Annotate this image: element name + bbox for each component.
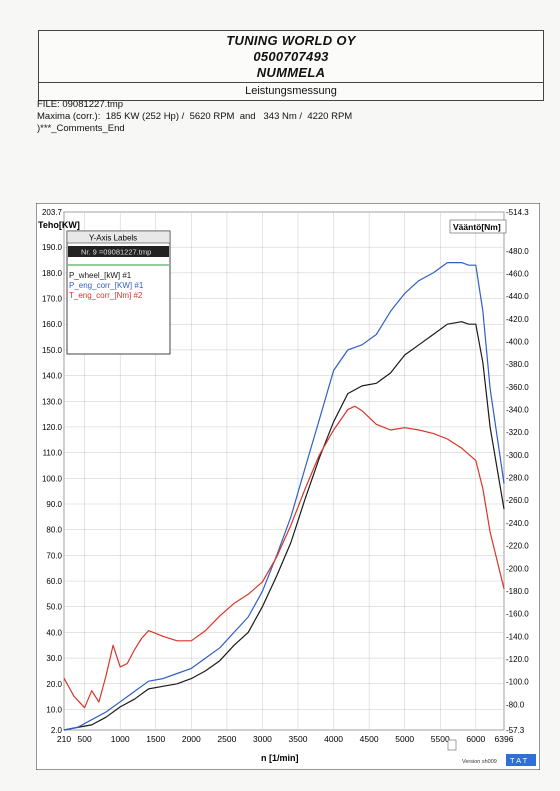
x-tick-label: 4000 <box>324 734 343 744</box>
y-tick-label: 180.0 <box>42 269 63 278</box>
y2-tick-label: -260.0 <box>506 496 529 505</box>
y2-tick-label: -240.0 <box>506 519 529 528</box>
y2-tick-label: -400.0 <box>506 338 529 347</box>
version-label: Version sh009 <box>462 759 497 765</box>
y-tick-label: 30.0 <box>46 654 62 663</box>
legend-item-engine: P_eng_corr_[KW] #1 <box>69 281 144 290</box>
x-tick-label: 1500 <box>146 734 165 744</box>
x-tick-label: 2000 <box>182 734 201 744</box>
y2-label-box <box>449 219 507 234</box>
y2-tick-label: -120.0 <box>506 655 529 664</box>
x-tick-label: 2500 <box>217 734 236 744</box>
y-tick-label: 20.0 <box>46 680 62 689</box>
report-subtitle: Leistungsmessung <box>39 82 543 100</box>
y-tick-label: 120.0 <box>42 423 63 432</box>
y2-tick-label: -360.0 <box>506 383 529 392</box>
y2-tick-label: -380.0 <box>506 360 529 369</box>
y2-tick-label: -300.0 <box>506 451 529 460</box>
y-tick-label: 130.0 <box>42 397 63 406</box>
comments-end: )***_Comments_End <box>37 123 125 134</box>
y-tick-label: 60.0 <box>46 577 62 586</box>
tat-badge <box>506 754 536 766</box>
maxima-summary: Maxima (corr.): 185 KW (252 Hp) / 5620 R… <box>37 111 353 122</box>
y2-tick-label: -460.0 <box>506 270 529 279</box>
x-tick-label: 6000 <box>466 734 485 744</box>
y-axis-ticks: 203.7 190.0 180.0 170.0 160.0 150.0 140.0 130.0… <box>42 208 63 735</box>
legend-file: Nr. 9 =09081227.tmp <box>81 248 151 257</box>
x-tick-label: 3000 <box>253 734 272 744</box>
legend-box[interactable]: Y-Axis Labels Nr. 9 =09081227.tmp P_whee… <box>66 230 171 355</box>
y2-tick-label: -280.0 <box>506 474 529 483</box>
legend-item-torque: T_eng_corr_[Nm] #2 <box>69 291 143 300</box>
x-tick-label: 4500 <box>360 734 379 744</box>
x-tick-label: 1000 <box>111 734 130 744</box>
y-tick-label: 203.7 <box>42 208 63 217</box>
y2-tick-label: -57.3 <box>506 726 525 735</box>
y2-tick-label: -140.0 <box>506 632 529 641</box>
y-tick-label: 2.0 <box>51 726 63 735</box>
y2-tick-label: -514.3 <box>506 208 529 217</box>
y2-tick-label: -340.0 <box>506 406 529 415</box>
dyno-chart: 203.7 190.0 180.0 170.0 160.0 150.0 140.0 130.0… <box>35 202 541 771</box>
y-tick-label: 160.0 <box>42 320 63 329</box>
scroll-marker[interactable] <box>447 739 457 751</box>
company-city: NUMMELA <box>256 65 326 80</box>
legend-item-wheel: P_wheel_[kW] #1 <box>69 271 132 280</box>
y-tick-label: 10.0 <box>46 705 62 714</box>
company-phone: 0500707493 <box>253 49 329 64</box>
y-tick-label: 100.0 <box>42 474 63 483</box>
y2-axis-label: Vääntö[Nm] <box>453 222 501 232</box>
chart-svg: 203.7 190.0 180.0 170.0 160.0 150.0 140.0 130.0… <box>35 202 541 771</box>
y2-tick-label: -480.0 <box>506 247 529 256</box>
x-tick-label: 3500 <box>289 734 308 744</box>
x-tick-label: 5000 <box>395 734 414 744</box>
tat-badge-label: T A T <box>510 756 528 765</box>
x-axis-label: n [1/min] <box>261 753 299 763</box>
legend-file-bar <box>68 246 169 257</box>
report-header: TUNING WORLD OY 0500707493 NUMMELA Leist… <box>38 30 544 101</box>
chart-grid <box>63 211 505 731</box>
y-tick-label: 190.0 <box>42 243 63 252</box>
y2-tick-label: -100.0 <box>506 678 529 687</box>
y-tick-label: 50.0 <box>46 603 62 612</box>
y-tick-label: 90.0 <box>46 500 62 509</box>
y2-tick-label: -420.0 <box>506 315 529 324</box>
y2-axis-ticks: -514.3 -480.0 -460.0 -440.0 -420.0 -400.0 -380… <box>506 208 529 735</box>
y2-tick-label: -160.0 <box>506 610 529 619</box>
file-name: FILE: 09081227.tmp <box>37 99 124 110</box>
y2-tick-label: -220.0 <box>506 542 529 551</box>
y-axis-label: Teho[KW] <box>38 220 80 230</box>
x-tick-label: 6396 <box>495 734 514 744</box>
y-tick-label: 110.0 <box>43 449 63 458</box>
x-tick-label: 5500 <box>431 734 450 744</box>
y-tick-label: 40.0 <box>46 628 62 637</box>
company-name: TUNING WORLD OY <box>226 33 356 48</box>
series-line-wheel-power <box>63 321 505 731</box>
x-tick-label: 210 <box>57 734 71 744</box>
series-line-torque <box>63 405 505 709</box>
y-tick-label: 80.0 <box>46 526 62 535</box>
x-tick-label: 500 <box>78 734 92 744</box>
y-tick-label: 170.0 <box>42 295 63 304</box>
y2-tick-label: -320.0 <box>506 428 529 437</box>
y2-tick-label: -200.0 <box>506 564 529 573</box>
y-tick-label: 140.0 <box>42 372 63 381</box>
x-axis-ticks: 210 500 1000 1500 2000 2500 3000 3500 4000 4500 50… <box>57 734 514 744</box>
legend-title: Y-Axis Labels <box>89 234 137 243</box>
series-line-engine-power <box>63 261 505 731</box>
y-tick-label: 70.0 <box>46 551 62 560</box>
y-tick-label: 150.0 <box>42 346 63 355</box>
y2-tick-label: -180.0 <box>506 587 529 596</box>
y2-tick-label: -440.0 <box>506 292 529 301</box>
chart-series <box>63 261 505 731</box>
y2-tick-label: -80.0 <box>506 700 525 709</box>
